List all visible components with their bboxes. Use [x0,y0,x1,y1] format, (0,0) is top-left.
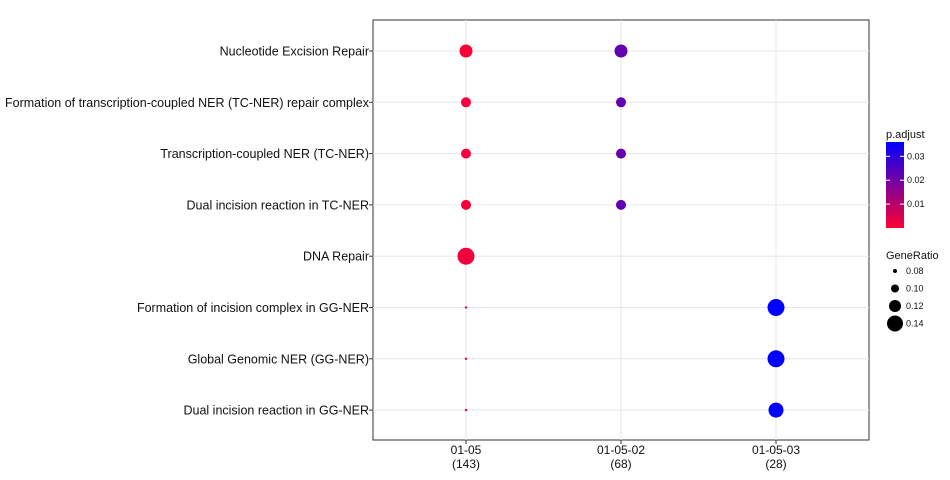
size-legend-title: GeneRatio [886,250,939,262]
data-point [461,148,471,159]
y-tick-label: Global Genomic NER (GG-NER) [188,352,369,366]
data-point [614,44,628,58]
x-tick-label: 01-05 [451,443,482,457]
size-legend-label: 0.08 [906,266,924,276]
data-point [616,148,626,159]
color-legend-bar [886,142,904,228]
data-points [457,44,785,418]
y-axis: Nucleotide Excision Repair Formation of t… [5,45,373,418]
color-legend-label: 0.01 [907,199,925,209]
y-tick-label: Formation of transcription-coupled NER (… [5,96,370,110]
color-legend-label: 0.02 [907,175,925,185]
data-point [464,306,468,309]
grid-lines [373,20,869,440]
size-legend-dot [887,315,903,332]
size-legend-label: 0.10 [906,284,924,294]
y-tick-label: Formation of incision complex in GG-NER [137,301,369,315]
data-point [461,97,471,108]
size-legend-dot [889,300,901,312]
data-point [768,402,784,418]
color-legend-title: p.adjust [886,129,925,141]
size-legend-label: 0.12 [906,301,924,311]
x-tick-label: 01-05-03 [752,443,800,457]
data-point [616,199,626,210]
data-point [461,199,471,210]
data-point [459,44,473,58]
data-point [464,357,468,360]
size-legend-label: 0.14 [906,319,924,329]
x-tick-label: 01-05-02 [597,443,645,457]
x-tick-count: (143) [452,457,480,471]
data-point [767,299,785,316]
x-axis: 01-05(143) 01-05-02(68) 01-05-03(28) [451,440,800,471]
size-legend: GeneRatio 0.08 0.10 0.12 0.14 [886,250,939,332]
data-point [767,350,785,368]
size-legend-dot [893,269,897,273]
x-tick-count: (28) [765,457,786,471]
y-tick-label: Nucleotide Excision Repair [220,45,369,59]
y-tick-label: Transcription-coupled NER (TC-NER) [160,147,369,161]
data-point [616,97,626,108]
y-tick-label: DNA Repair [303,250,369,264]
y-tick-label: Dual incision reaction in GG-NER [184,404,370,418]
data-point [464,408,468,412]
data-point [457,247,475,265]
x-tick-count: (68) [610,457,631,471]
y-tick-label: Dual incision reaction in TC-NER [187,198,369,212]
color-legend: p.adjust 0.03 0.02 0.01 [886,129,925,228]
size-legend-dot [891,284,899,293]
color-legend-label: 0.03 [907,151,925,161]
